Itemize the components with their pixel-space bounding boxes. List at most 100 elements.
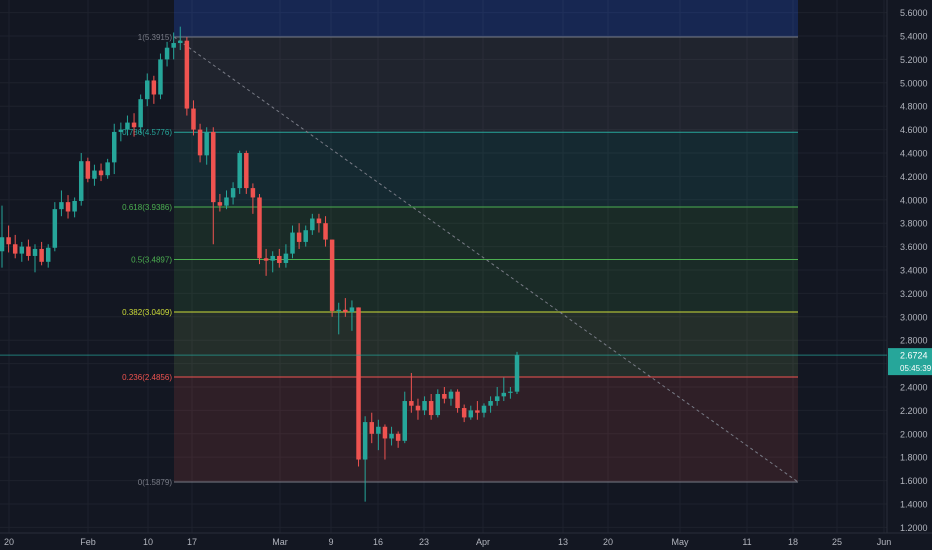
- candle-body: [224, 197, 229, 206]
- y-tick-label: 1.6000: [900, 476, 928, 486]
- price-overlay: 2.6724 05:45:39: [0, 348, 932, 376]
- candle-body: [514, 355, 520, 392]
- candle-body: [230, 188, 236, 198]
- candle-body: [409, 401, 414, 406]
- fib-level-label: 0.5(3.4897): [131, 256, 172, 265]
- x-tick-label: 13: [558, 537, 568, 547]
- candle-body: [26, 246, 31, 256]
- candle-body: [19, 246, 25, 254]
- y-tick-label: 4.2000: [900, 172, 928, 182]
- y-tick-label: 1.2000: [900, 523, 928, 533]
- candle-body: [415, 405, 421, 411]
- fib-level-label: 1(5.3915): [138, 33, 173, 42]
- candle-body: [78, 161, 84, 201]
- candle-body: [6, 237, 11, 245]
- candle-body: [468, 410, 474, 418]
- candle-body: [356, 307, 361, 460]
- y-tick-label: 4.8000: [900, 102, 928, 112]
- y-tick-label: 2.2000: [900, 406, 928, 416]
- y-tick-label: 3.0000: [900, 312, 928, 322]
- candle-body: [204, 131, 209, 156]
- candle-body: [92, 170, 97, 179]
- x-tick-label: May: [671, 537, 689, 547]
- fib-trendline: [173, 36, 799, 483]
- candle-body: [85, 161, 91, 179]
- y-tick-label: 5.0000: [900, 78, 928, 88]
- y-tick-label: 2.8000: [900, 336, 928, 346]
- candle-body: [164, 47, 170, 60]
- y-tick-label: 4.4000: [900, 148, 928, 158]
- candle-body: [488, 401, 493, 406]
- candle-body: [277, 255, 282, 263]
- candle-body: [290, 232, 295, 254]
- fibonacci-retracement[interactable]: 1(5.3915) 0.786(4.5776) 0.618(3.9386) 0.5(3…: [122, 0, 799, 487]
- candle-body: [303, 230, 308, 242]
- x-tick-label: 18: [788, 537, 798, 547]
- fib-zone: [174, 312, 798, 377]
- y-tick-label: 2.4000: [900, 382, 928, 392]
- candle-body: [395, 433, 401, 441]
- candle-body: [422, 401, 427, 411]
- candle-body: [442, 394, 447, 399]
- x-tick-label: 23: [419, 537, 429, 547]
- candle-body: [111, 131, 117, 163]
- x-tick-label: 11: [742, 537, 751, 547]
- y-tick-label: 5.2000: [900, 55, 928, 65]
- x-tick-label: 9: [328, 537, 333, 547]
- y-tick-label: 1.8000: [900, 453, 928, 463]
- x-tick-label: Jun: [877, 537, 892, 547]
- candle-body: [323, 223, 328, 240]
- candle-body: [257, 197, 262, 259]
- candle-body: [461, 408, 467, 418]
- fib-zone: [174, 376, 798, 482]
- candle-body: [59, 202, 64, 210]
- x-tick-label: Apr: [476, 537, 490, 547]
- candle-body: [296, 232, 302, 242]
- fib-level-label: 0.236(2.4856): [122, 373, 172, 382]
- candle-body: [250, 188, 256, 198]
- candle-body: [376, 426, 381, 434]
- candle-body: [316, 218, 322, 224]
- y-tick-label: 3.6000: [900, 242, 928, 252]
- candle-body: [105, 162, 110, 176]
- candle-body: [362, 422, 368, 460]
- candle-body: [118, 129, 124, 132]
- candle-body: [52, 209, 58, 248]
- candle-body: [145, 80, 150, 100]
- current-price-label: 2.6724: [900, 351, 928, 361]
- fib-level-label: 0.382(3.0409): [122, 308, 172, 317]
- candle-body: [435, 394, 441, 416]
- y-tick-label: 3.8000: [900, 219, 928, 229]
- y-tick-label: 1.4000: [900, 499, 928, 509]
- fib-zone: [174, 259, 798, 313]
- y-tick-label: 4.0000: [900, 195, 928, 205]
- x-tick-label: 10: [143, 537, 153, 547]
- x-tick-label: 17: [187, 537, 197, 547]
- candle-body: [501, 392, 507, 397]
- y-tick-label: 4.6000: [900, 125, 928, 135]
- candle-body: [448, 391, 454, 399]
- y-tick-label: 5.4000: [900, 32, 928, 42]
- candle-body: [158, 59, 163, 95]
- fib-zone-extension: [174, 0, 798, 37]
- candle-body: [32, 248, 38, 256]
- candle-body: [217, 202, 223, 206]
- candle-body: [12, 244, 18, 254]
- candle-body: [336, 309, 341, 311]
- fib-zone: [174, 206, 798, 260]
- candle-body: [349, 307, 355, 313]
- candle-body: [151, 80, 157, 95]
- grid-lines: [0, 0, 887, 533]
- fib-level-label: 0(1.5879): [138, 478, 173, 487]
- x-tick-label: 20: [4, 537, 14, 547]
- fib-level-label: 0.618(3.9386): [122, 203, 172, 212]
- y-tick-label: 3.2000: [900, 289, 928, 299]
- candle-body: [131, 122, 137, 128]
- candle-body: [45, 247, 51, 262]
- candle-body: [402, 401, 408, 441]
- fib-zone: [174, 132, 798, 207]
- candle-body: [244, 152, 249, 189]
- candle-body: [310, 218, 315, 231]
